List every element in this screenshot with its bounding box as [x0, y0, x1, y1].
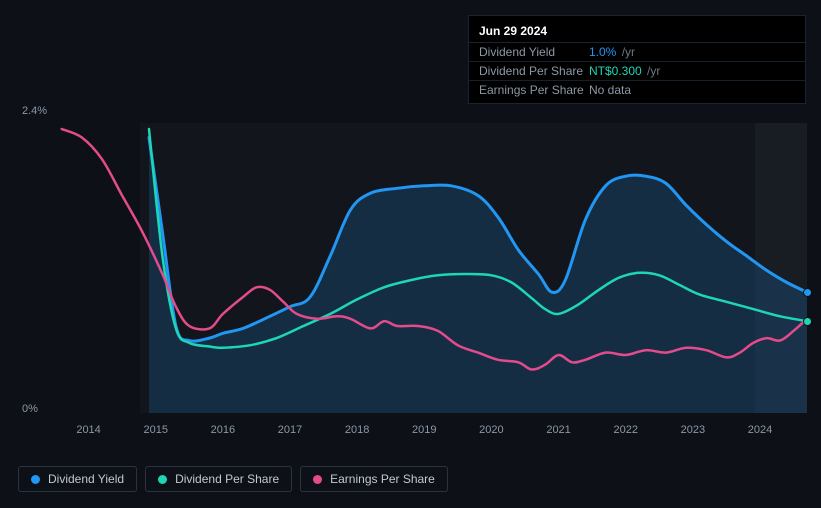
- tooltip-metric-value: NT$0.300 /yr: [589, 64, 660, 78]
- legend-dot-icon: [158, 475, 167, 484]
- x-tick-label: 2023: [681, 424, 705, 436]
- tooltip-date: Jun 29 2024: [469, 20, 805, 43]
- y-axis-min-label: 0%: [22, 403, 38, 415]
- tooltip-row: Dividend Yield1.0% /yr: [469, 43, 805, 62]
- x-tick-label: 2018: [345, 424, 369, 436]
- series-endpoint-dot: [803, 288, 812, 297]
- tooltip-box: Jun 29 2024 Dividend Yield1.0% /yrDivide…: [468, 15, 806, 104]
- tooltip-metric-label: Dividend Per Share: [479, 64, 589, 78]
- legend-dot-icon: [313, 475, 322, 484]
- legend-label: Dividend Per Share: [175, 472, 279, 486]
- tooltip-row: Dividend Per ShareNT$0.300 /yr: [469, 62, 805, 81]
- legend-label: Earnings Per Share: [330, 472, 435, 486]
- legend: Dividend Yield Dividend Per Share Earnings…: [18, 466, 448, 492]
- tooltip-metric-label: Dividend Yield: [479, 45, 589, 59]
- x-axis: 2014 2015 2016 2017 2018 2019 2020 2021 2022 2023…: [55, 424, 807, 442]
- x-tick-label: 2017: [278, 424, 302, 436]
- x-tick-label: 2020: [479, 424, 503, 436]
- x-tick-label: 2019: [412, 424, 436, 436]
- tooltip-metric-label: Earnings Per Share: [479, 83, 589, 97]
- chart-area: 2.4% 0% Past 201420152016201720182019202…: [15, 105, 807, 450]
- x-tick-label: 2015: [143, 424, 167, 436]
- legend-item[interactable]: Dividend Yield: [18, 466, 137, 492]
- x-tick-label: 2022: [613, 424, 637, 436]
- legend-label: Dividend Yield: [48, 472, 124, 486]
- x-tick-label: 2014: [76, 424, 100, 436]
- x-tick-label: 2024: [748, 424, 772, 436]
- x-tick-label: 2016: [211, 424, 235, 436]
- series-endpoint-dot: [803, 317, 812, 326]
- x-tick-label: 2021: [546, 424, 570, 436]
- legend-dot-icon: [31, 475, 40, 484]
- legend-item[interactable]: Dividend Per Share: [145, 466, 292, 492]
- legend-item[interactable]: Earnings Per Share: [300, 466, 448, 492]
- tooltip-row: Earnings Per ShareNo data: [469, 81, 805, 99]
- chart-svg: [55, 123, 807, 413]
- plot-region[interactable]: [55, 123, 807, 413]
- tooltip-metric-value: No data: [589, 83, 631, 97]
- tooltip-metric-value: 1.0% /yr: [589, 45, 635, 59]
- y-axis-max-label: 2.4%: [22, 105, 47, 117]
